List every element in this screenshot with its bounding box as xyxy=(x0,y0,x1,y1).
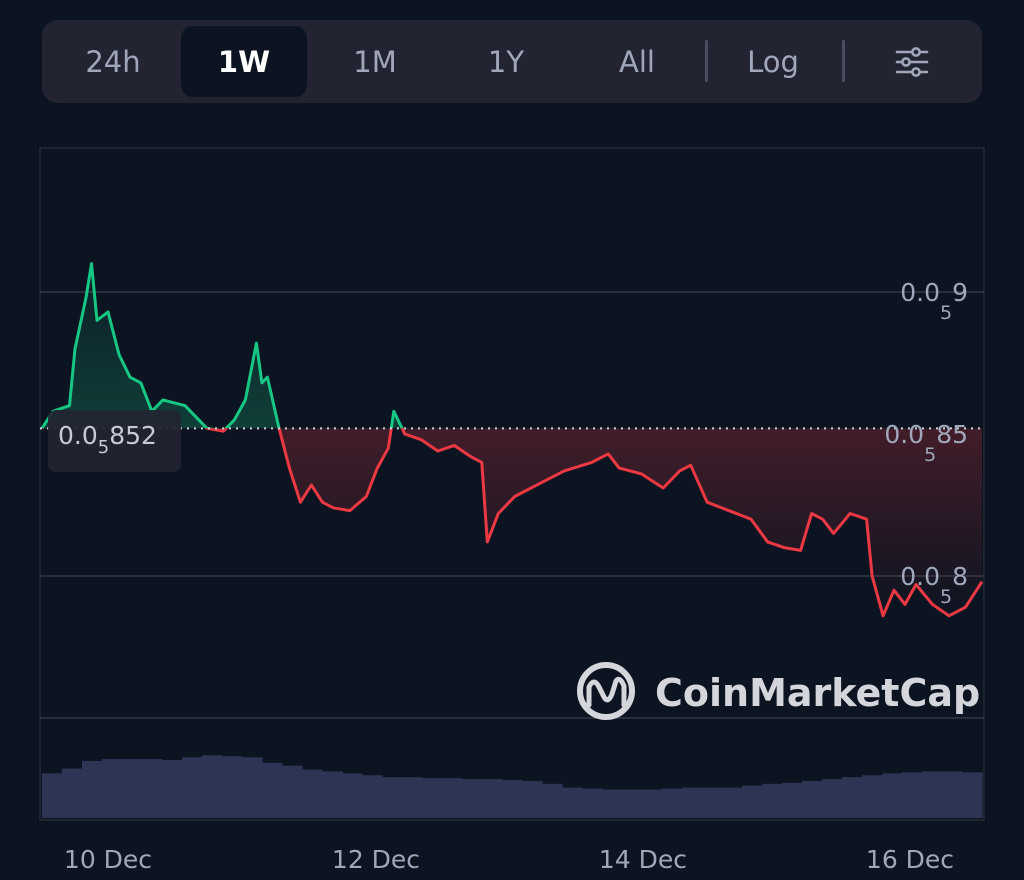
y-axis-ticks: 0.059 0.0585 0.058 xyxy=(884,278,968,608)
volume-bar xyxy=(722,787,743,818)
y-tick-label: 0.059 xyxy=(900,278,968,324)
log-scale-toggle[interactable]: Log xyxy=(747,44,799,79)
volume-bar xyxy=(542,783,563,818)
price-area-down xyxy=(42,428,982,616)
volume-bar xyxy=(842,777,863,818)
grid-lines xyxy=(40,291,984,719)
volume-bar xyxy=(302,769,323,818)
volume-bar xyxy=(442,778,463,818)
sliders-icon xyxy=(895,46,929,77)
volume-bar xyxy=(762,783,783,818)
volume-bar xyxy=(802,780,823,818)
volume-bar xyxy=(362,775,383,818)
volume-bar xyxy=(822,779,843,818)
coinmarketcap-watermark: CoinMarketCap xyxy=(577,662,980,720)
volume-bar xyxy=(682,787,703,818)
volume-bar xyxy=(342,773,363,818)
divider xyxy=(842,40,845,82)
x-tick-label: 16 Dec xyxy=(866,845,954,874)
x-tick-label: 12 Dec xyxy=(332,845,420,874)
coinmarketcap-logo-icon xyxy=(577,662,635,720)
plot-frame xyxy=(39,147,985,821)
svg-text:0.05852: 0.05852 xyxy=(58,421,157,458)
x-tick-label: 10 Dec xyxy=(64,845,152,874)
volume-bar xyxy=(102,759,123,818)
volume-bar xyxy=(622,789,643,818)
volume-bars xyxy=(42,755,983,818)
baseline-price-tag: 0.05852 xyxy=(48,410,181,472)
volume-bar xyxy=(902,772,923,818)
volume-bar xyxy=(482,779,503,818)
tab-24h[interactable]: 24h xyxy=(85,44,141,79)
tab-1y[interactable]: 1Y xyxy=(487,44,525,79)
volume-bar xyxy=(562,787,583,818)
volume-bar xyxy=(322,771,343,818)
volume-bar xyxy=(922,771,943,818)
volume-bar xyxy=(742,785,763,818)
volume-bar xyxy=(502,780,523,818)
volume-bar xyxy=(262,762,283,818)
volume-bar xyxy=(82,761,103,818)
volume-bar xyxy=(282,765,303,818)
volume-bar xyxy=(182,757,203,818)
volume-bar xyxy=(222,756,243,818)
price-line-up xyxy=(40,262,404,429)
volume-bar xyxy=(402,777,423,818)
watermark-text: CoinMarketCap xyxy=(655,671,980,715)
volume-bar xyxy=(382,777,403,818)
volume-bar xyxy=(962,772,983,818)
volume-bar xyxy=(162,760,183,818)
price-area-up xyxy=(42,263,403,429)
volume-bar xyxy=(602,789,623,818)
y-tick-label: 0.0585 xyxy=(884,420,968,466)
tab-1m[interactable]: 1M xyxy=(353,44,397,79)
volume-bar xyxy=(462,779,483,818)
volume-bar xyxy=(122,759,143,818)
tab-1w[interactable]: 1W xyxy=(181,26,307,97)
chart-settings-button[interactable] xyxy=(872,26,952,97)
volume-bar xyxy=(702,787,723,818)
volume-bar xyxy=(882,773,903,818)
volume-bar xyxy=(62,768,83,818)
volume-bar xyxy=(662,788,683,818)
volume-bar xyxy=(142,759,163,818)
price-line-down xyxy=(41,428,984,618)
tab-all[interactable]: All xyxy=(619,44,655,79)
timeframe-selector: 24h 1W 1M 1Y All Log xyxy=(42,20,982,103)
volume-bar xyxy=(582,788,603,818)
volume-bar xyxy=(642,789,663,818)
x-tick-label: 14 Dec xyxy=(599,845,687,874)
volume-bar xyxy=(42,773,63,818)
y-tick-label: 0.058 xyxy=(900,562,968,608)
volume-bar xyxy=(522,780,543,818)
divider xyxy=(705,40,708,82)
volume-bar xyxy=(202,755,223,818)
volume-bar xyxy=(422,778,443,818)
volume-bar xyxy=(782,782,803,818)
volume-bar xyxy=(242,757,263,818)
volume-bar xyxy=(942,771,963,818)
volume-bar xyxy=(862,775,883,818)
x-axis-ticks: 10 Dec 12 Dec 14 Dec 16 Dec xyxy=(64,845,954,874)
